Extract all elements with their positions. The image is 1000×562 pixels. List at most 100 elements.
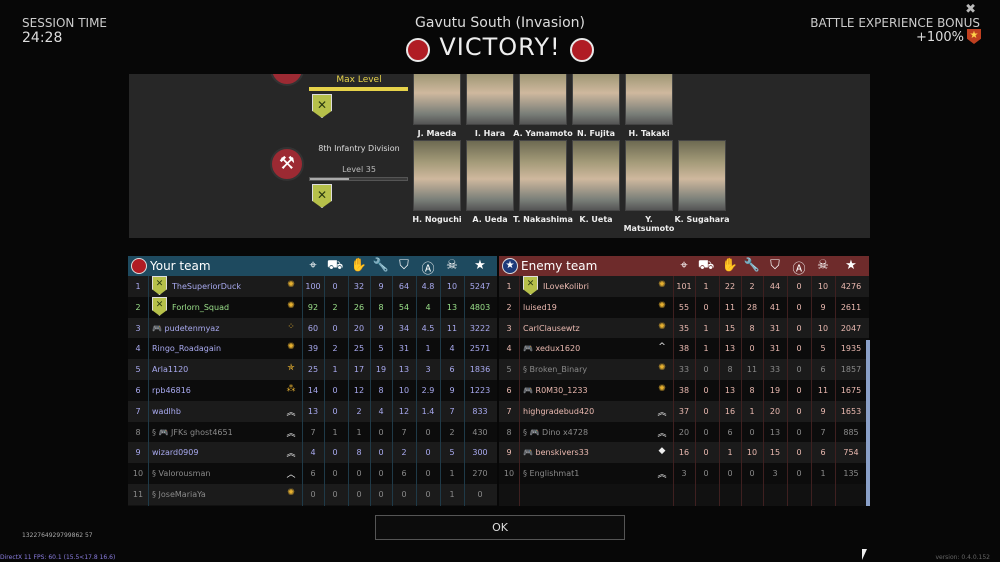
circle-a-icon[interactable]: Ⓐ (421, 262, 435, 277)
stat-hand: 12 (353, 385, 365, 395)
skull-icon[interactable]: ☠ (817, 258, 829, 273)
table-row[interactable]: 7 highgradebud420 ︽ 37 0 16 1 20 0 9 1653 (499, 400, 869, 422)
skull-icon[interactable]: ☠ (446, 258, 458, 273)
stat-artillery: 0 (703, 427, 709, 437)
table-row[interactable]: 2 ✕ Forlorn_Squad ✺ 92 2 26 8 54 4 13 4803 (128, 296, 497, 318)
stat-shield-a: 31 (769, 344, 781, 354)
target-icon[interactable]: ⌖ (309, 258, 317, 273)
player-name[interactable]: § JoseMariaYa (152, 489, 206, 499)
circle-a-icon[interactable]: Ⓐ (792, 262, 806, 277)
soldier-portrait[interactable] (625, 140, 673, 211)
table-row[interactable]: 4 🎮 xedux1620 ^ 38 1 13 0 31 0 5 1935 (499, 338, 869, 360)
player-name[interactable]: 🎮 xedux1620 (523, 344, 581, 354)
hand-icon[interactable]: ✋ (350, 258, 368, 273)
artillery-icon[interactable]: ⛟ (326, 258, 344, 273)
player-name[interactable]: CarlClausewtz (523, 323, 580, 333)
shield-a-icon[interactable]: ⛉ (399, 258, 409, 273)
star-icon[interactable]: ★ (845, 258, 857, 273)
column-divider (464, 276, 465, 506)
soldier-portrait[interactable] (413, 74, 461, 125)
shield-a-icon[interactable]: ⛉ (770, 258, 780, 273)
artillery-icon[interactable]: ⛟ (697, 258, 715, 273)
table-row[interactable]: 8 § 🎮 Dino x4728 ︽ 20 0 6 0 13 0 7 885 (499, 421, 869, 443)
squads-panel[interactable]: ⚔ Max Level ✕ J. Maeda I. Hara A. Yamamoto… (129, 74, 870, 238)
stat-wrench: 8 (749, 385, 755, 395)
stat-star: 2611 (840, 302, 862, 312)
row-rank: 3 (135, 323, 141, 333)
player-name[interactable]: TheSuperiorDuck (172, 282, 241, 291)
player-name[interactable]: luised19 (523, 302, 557, 312)
player-name[interactable]: wadlhb (152, 406, 181, 416)
table-row[interactable]: 4 Ringo_Roadagain ✺ 39 2 25 5 31 1 4 2571 (128, 338, 497, 360)
player-name[interactable]: highgradebud420 (523, 406, 595, 416)
close-icon[interactable]: ✖ (965, 2, 976, 17)
scrollbar[interactable] (866, 340, 870, 506)
stat-circle-a: 0 (796, 385, 802, 395)
table-row[interactable]: 1 ✕ TheSuperiorDuck ✺ 100 0 32 9 64 4.8 10 5247 (128, 276, 497, 297)
stat-wrench: 19 (375, 365, 387, 375)
rank-chevrons-icon: ︽ (286, 449, 296, 460)
table-row[interactable]: 6 🎮 R0M30_1233 ✺ 38 0 13 8 19 0 11 1675 (499, 379, 869, 401)
soldier-portrait[interactable] (572, 140, 620, 211)
table-row[interactable]: 1 ✕ ILoveKolibri ✺ 101 1 22 2 44 0 10 4276 (499, 276, 869, 297)
stat-circle-a: 1.4 (421, 406, 435, 416)
soldier-portrait[interactable] (572, 74, 620, 125)
table-row[interactable]: 7 wadlhb ︽ 13 0 2 4 12 1.4 7 833 (128, 400, 497, 422)
table-row[interactable]: 10 § Valorousman ︿ 6 0 0 0 6 0 1 270 (128, 463, 497, 484)
table-row[interactable]: 3 CarlClausewtz ✺ 35 1 15 8 31 0 10 2047 (499, 317, 869, 339)
soldier-portrait[interactable] (625, 74, 673, 125)
hand-icon[interactable]: ✋ (721, 258, 739, 273)
stat-skull: 6 (820, 365, 826, 375)
stat-artillery: 0 (703, 302, 709, 312)
rank-chevron-icon: ︿ (286, 470, 296, 481)
player-name[interactable]: ILoveKolibri (543, 282, 590, 291)
stat-hand: 11 (724, 302, 736, 312)
player-name[interactable]: Arla1120 (152, 365, 189, 375)
stat-hand: 13 (724, 385, 736, 395)
table-row[interactable]: 5 Arla1120 ✯ 25 1 17 19 13 3 6 1836 (128, 359, 497, 380)
table-row[interactable]: 6 rpb46816 ⁂ 14 0 12 8 10 2.9 9 1223 (128, 379, 497, 401)
soldier-portrait[interactable] (466, 74, 514, 125)
player-name[interactable]: 🎮 R0M30_1233 (523, 385, 588, 395)
player-name[interactable]: § 🎮 JFKs ghost4651 (152, 427, 233, 437)
player-name[interactable]: rpb46816 (152, 385, 191, 395)
table-row[interactable]: 10 § Englishmat1 ︽ 3 0 0 0 3 0 1 135 (499, 463, 869, 484)
table-row[interactable]: 2 luised19 ✺ 55 0 11 28 41 0 9 2611 (499, 296, 869, 318)
wrench-icon[interactable]: 🔧 (743, 258, 761, 273)
stat-circle-a: 0 (796, 427, 802, 437)
table-row[interactable]: 11 § JoseMariaYa ✺ 0 0 0 0 0 0 1 0 (128, 483, 497, 505)
soldier-portrait[interactable] (678, 140, 726, 211)
table-row[interactable]: 9 🎮 benskivers33 ◆ 16 0 1 10 15 0 6 754 (499, 442, 869, 464)
stat-hand: 8 (727, 365, 733, 375)
stat-circle-a: 0 (425, 469, 431, 479)
player-name[interactable]: § Valorousman (152, 469, 211, 479)
column-divider (348, 276, 349, 506)
table-row[interactable]: 8 § 🎮 JFKs ghost4651 ︽ 7 1 1 0 7 0 2 430 (128, 421, 497, 443)
stat-wrench: 11 (746, 365, 758, 375)
player-name[interactable]: 🎮 benskivers33 (523, 448, 589, 458)
player-name[interactable]: wizard0909 (152, 448, 199, 458)
stat-circle-a: 4 (425, 302, 431, 312)
target-icon[interactable]: ⌖ (680, 258, 688, 273)
rank-chevrons-icon: ︽ (657, 407, 667, 418)
soldier-portrait[interactable] (519, 74, 567, 125)
stat-artillery: 0 (703, 406, 709, 416)
ok-button[interactable]: OK (375, 515, 625, 540)
table-row[interactable]: 3 🎮 pudetenmyaz ⁘ 60 0 20 9 34 4.5 11 3222 (128, 317, 497, 339)
soldier-portrait[interactable] (519, 140, 567, 211)
player-name[interactable]: § Englishmat1 (523, 469, 580, 479)
player-name[interactable]: § Broken_Binary (523, 365, 588, 375)
table-row[interactable]: 9 wizard0909 ︽ 4 0 8 0 2 0 5 300 (128, 442, 497, 464)
soldier-portrait[interactable] (466, 140, 514, 211)
squad-level: Level 35 (342, 165, 376, 174)
wrench-icon[interactable]: 🔧 (372, 258, 390, 273)
player-name[interactable]: Ringo_Roadagain (152, 344, 222, 354)
player-name[interactable]: Forlorn_Squad (172, 302, 230, 312)
stat-hand: 32 (353, 282, 365, 291)
star-icon[interactable]: ★ (474, 258, 486, 273)
player-name[interactable]: § 🎮 Dino x4728 (523, 427, 589, 437)
stat-target: 35 (678, 323, 690, 333)
table-row[interactable]: 5 § Broken_Binary ✺ 33 0 8 11 33 0 6 1857 (499, 359, 869, 380)
player-name[interactable]: 🎮 pudetenmyaz (152, 323, 220, 333)
soldier-portrait[interactable] (413, 140, 461, 211)
